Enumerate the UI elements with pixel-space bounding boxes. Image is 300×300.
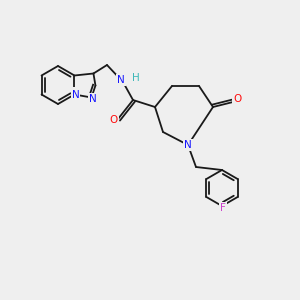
Text: N: N — [184, 140, 192, 150]
Text: N: N — [72, 89, 79, 100]
Text: N: N — [88, 94, 96, 104]
Text: F: F — [220, 203, 226, 213]
Text: O: O — [233, 94, 241, 104]
Text: O: O — [110, 115, 118, 125]
Text: N: N — [117, 75, 125, 85]
Text: H: H — [132, 73, 140, 83]
Text: N: N — [72, 88, 79, 98]
